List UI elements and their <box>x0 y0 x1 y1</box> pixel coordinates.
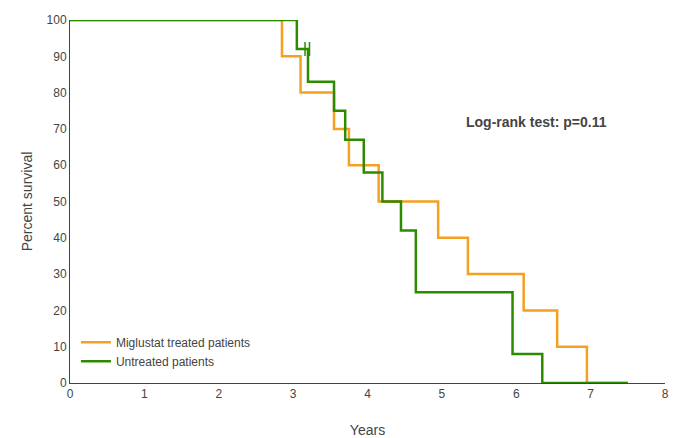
svg-text:Untreated patients: Untreated patients <box>116 355 214 369</box>
svg-text:60: 60 <box>53 158 67 172</box>
svg-text:6: 6 <box>513 387 520 401</box>
svg-text:80: 80 <box>53 86 67 100</box>
svg-text:1: 1 <box>141 387 148 401</box>
svg-text:50: 50 <box>53 195 67 209</box>
svg-text:10: 10 <box>53 340 67 354</box>
svg-text:30: 30 <box>53 267 67 281</box>
svg-text:Miglustat treated patients: Miglustat treated patients <box>116 336 250 350</box>
svg-text:40: 40 <box>53 231 67 245</box>
svg-text:20: 20 <box>53 304 67 318</box>
svg-text:90: 90 <box>53 50 67 64</box>
svg-text:0: 0 <box>60 376 67 390</box>
svg-text:Log-rank test: p=0.11: Log-rank test: p=0.11 <box>466 114 607 130</box>
svg-text:4: 4 <box>364 387 371 401</box>
svg-text:100: 100 <box>47 13 67 27</box>
svg-text:3: 3 <box>290 387 297 401</box>
svg-text:0: 0 <box>67 387 74 401</box>
svg-text:70: 70 <box>53 122 67 136</box>
svg-text:Years: Years <box>350 422 385 438</box>
svg-text:5: 5 <box>439 387 446 401</box>
svg-text:7: 7 <box>587 387 594 401</box>
svg-text:Percent survival: Percent survival <box>19 152 35 252</box>
svg-text:8: 8 <box>662 387 669 401</box>
svg-text:2: 2 <box>215 387 222 401</box>
